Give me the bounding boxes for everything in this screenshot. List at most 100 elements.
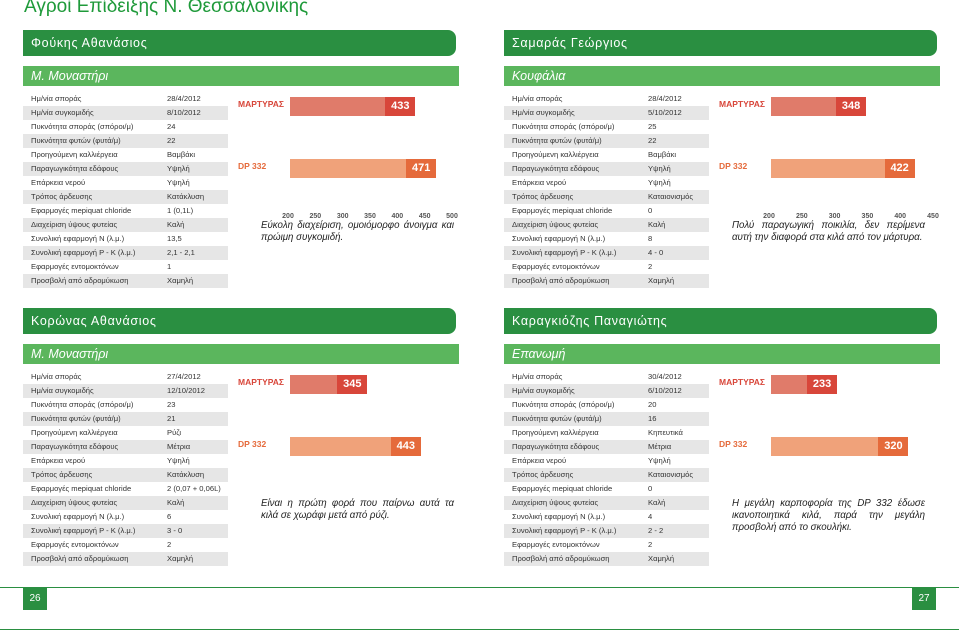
chart-tick-label: 200 [282,213,294,220]
row-label: Πυκνότητα φυτών (φυτά/μ) [512,136,602,145]
row-value: Κατάκλυση [167,192,205,201]
table-row: Συνολική εφαρμογή N (λ.μ.) 8 [504,232,709,246]
row-value: Κηπευτικά [648,428,683,437]
row-label: Εφαρμογές εντομοκτόνων [512,262,600,271]
table-row: Ημ/νία συγκομιδής 5/10/2012 [504,106,709,120]
row-value: 22 [167,136,176,145]
chart-tick-label: 300 [336,213,349,220]
row-label: Διαχείριση ύψους φυτείας [512,220,599,229]
chart-category-label: ΜΑΡΤΥΡΑΣ [719,99,766,109]
row-label: Επάρκεια νερού [512,178,567,187]
row-label: Εφαρμογές mepiquat chloride [31,206,132,215]
row-value: 25 [648,122,657,131]
row-value: 16 [648,414,657,423]
row-label: Προηγούμενη καλλιέργεια [512,428,599,437]
table-row: Πυκνότητα σποράς (σπόροι/μ) 23 [23,398,228,412]
row-label: Συνολική εφαρμογή P - K (λ.μ.) [512,526,617,535]
row-label: Προηγούμενη καλλιέργεια [31,150,118,159]
field-data-table: Ημ/νία σποράς 28/4/2012 Ημ/νία συγκομιδής 8… [23,92,228,288]
farmer-name: Καραγκιόζης Παναγιώτης [504,308,937,334]
row-value: Υψηλή [167,178,190,187]
row-label: Διαχείριση ύψους φυτείας [512,498,599,507]
table-row: Εφαρμογές εντομοκτόνων 2 [504,260,709,274]
row-value: Υψηλή [648,178,671,187]
row-label: Ημ/νία σποράς [31,372,82,381]
row-label: Παραγωγικότητα εδάφους [512,442,600,451]
row-label: Τρόπος άρδευσης [31,192,93,201]
row-value: Καλή [167,220,185,229]
table-row: Εφαρμογές εντομοκτόνων 1 [23,260,228,274]
table-row: Διαχείριση ύψους φυτείας Καλή [504,496,709,510]
row-value: 3 - 0 [167,526,183,535]
table-row: Συνολική εφαρμογή P - K (λ.μ.) 2,1 - 2,1 [23,246,228,260]
table-row: Επάρκεια νερού Υψηλή [504,454,709,468]
table-row: Προσβολή από αδρομύκωση Χαμηλή [504,274,709,288]
table-row: Εφαρμογές mepiquat chloride 0 [504,482,709,496]
chart-category-label: ΜΑΡΤΥΡΑΣ [238,377,285,387]
row-value: Καταιονισμός [648,192,693,201]
yield-chart: ΜΑΡΤΥΡΑΣ 345 DP 332 443 [238,372,456,472]
field-data-table: Ημ/νία σποράς 27/4/2012 Ημ/νία συγκομιδής 1… [23,370,228,566]
table-row: Εφαρμογές εντομοκτόνων 2 [23,538,228,552]
row-label: Επάρκεια νερού [31,178,86,187]
chart-bar-end [390,437,421,456]
table-row: Πυκνότητα σποράς (σπόροι/μ) 20 [504,398,709,412]
row-value: 24 [167,122,176,131]
table-row: Τρόπος άρδευσης Καταιονισμός [504,468,709,482]
row-value: 30/4/2012 [648,372,682,381]
table-row: Παραγωγικότητα εδάφους Μέτρια [504,440,709,454]
row-label: Τρόπος άρδευσης [512,470,574,479]
table-row: Εφαρμογές εντομοκτόνων 2 [504,538,709,552]
chart-category-label: DP 332 [719,161,748,171]
table-row: Εφαρμογές mepiquat chloride 0 [504,204,709,218]
page-title: Αγροί Επίδειξης Ν. Θεσσαλονίκης [24,0,309,17]
row-value: Υψηλή [648,456,671,465]
chart-bar-end [807,375,838,394]
chart-tick-label: 350 [364,213,376,220]
table-row: Παραγωγικότητα εδάφους Υψηλή [23,162,228,176]
table-row: Τρόπος άρδευσης Κατάκλυση [23,190,228,204]
table-row: Διαχείριση ύψους φυτείας Καλή [23,496,228,510]
chart-tick-label: 400 [894,213,907,220]
table-row: Ημ/νία συγκομιδής 6/10/2012 [504,384,709,398]
chart-bar [771,159,885,178]
table-row: Προσβολή από αδρομύκωση Χαμηλή [23,552,228,566]
chart-bar-end [337,375,368,394]
row-label: Παραγωγικότητα εδάφους [31,164,119,173]
row-value: 5/10/2012 [648,108,682,117]
chart-category-label: DP 332 [238,439,267,449]
chart-bar [771,437,879,456]
row-label: Πυκνότητα φυτών (φυτά/μ) [31,136,121,145]
chart-data-label: 422 [890,162,909,174]
row-value: Υψηλή [648,164,671,173]
row-label: Συνολική εφαρμογή P - K (λ.μ.) [31,526,136,535]
row-label: Πυκνότητα σποράς (σπόροι/μ) [31,122,134,131]
row-label: Προηγούμενη καλλιέργεια [31,428,118,437]
row-label: Παραγωγικότητα εδάφους [31,442,119,451]
chart-data-label: 348 [841,100,861,112]
table-row: Συνολική εφαρμογή N (λ.μ.) 13,5 [23,232,228,246]
row-label: Ημ/νία συγκομιδής [512,108,575,117]
farmer-name: Σαμαράς Γεώργιος [504,30,937,56]
row-label: Συνολική εφαρμογή N (λ.μ.) [31,234,125,243]
row-value: 6 [167,512,172,521]
row-label: Συνολική εφαρμογή N (λ.μ.) [31,512,125,521]
chart-tick-label: 250 [795,213,808,220]
chart-category-label: DP 332 [719,439,748,449]
table-row: Συνολική εφαρμογή P - K (λ.μ.) 3 - 0 [23,524,228,538]
chart-tick-label: 300 [828,213,841,220]
row-value: Μέτρια [167,442,191,451]
location-name: Μ. Μοναστήρι [23,344,459,364]
chart-data-label: 443 [396,440,415,452]
table-row: Πυκνότητα φυτών (φυτά/μ) 16 [504,412,709,426]
chart-tick-label: 450 [927,213,939,220]
row-value: 1 [167,262,172,271]
location-name: Επανωμή [504,344,940,364]
table-row: Παραγωγικότητα εδάφους Μέτρια [23,440,228,454]
row-label: Προηγούμενη καλλιέργεια [512,150,599,159]
row-value: 23 [167,400,176,409]
chart-bar-end [884,159,915,178]
table-row: Προηγούμενη καλλιέργεια Κηπευτικά [504,426,709,440]
farmer-name: Φούκης Αθανάσιος [23,30,456,56]
row-label: Επάρκεια νερού [512,456,567,465]
